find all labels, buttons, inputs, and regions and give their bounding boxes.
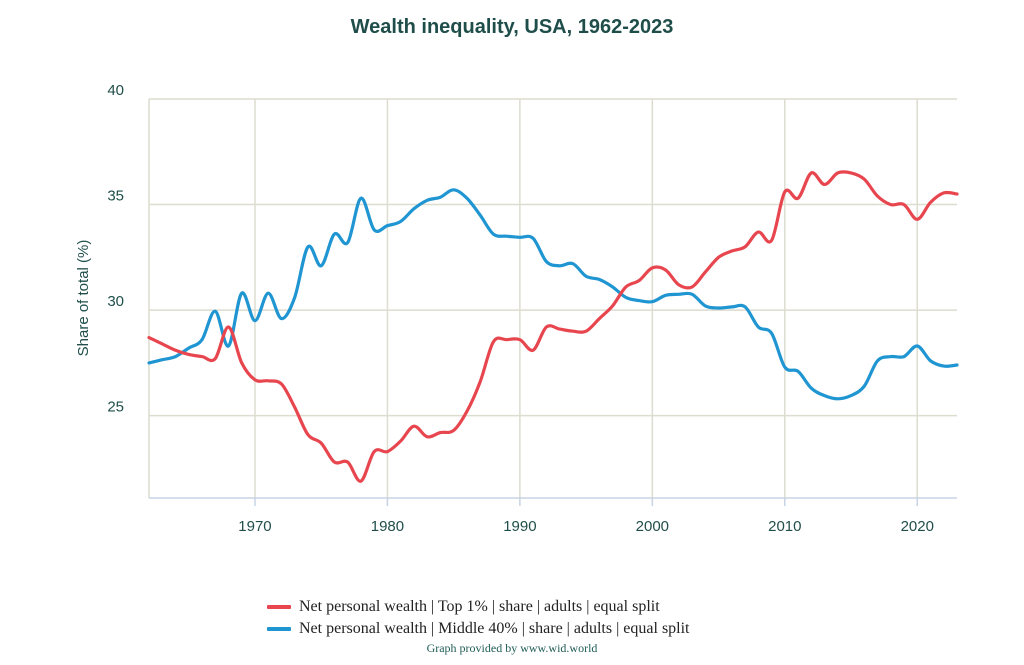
x-tick-label: 1980 — [371, 518, 404, 535]
y-tick-label: 25 — [107, 399, 124, 416]
x-axis-ticks: 1970 1980 1990 2000 2010 2020 — [238, 498, 934, 535]
x-tick-label: 2020 — [901, 518, 934, 535]
x-tick-label: 2010 — [768, 518, 801, 535]
chart-title: Wealth inequality, USA, 1962-2023 — [351, 16, 674, 38]
y-tick-label: 30 — [107, 293, 124, 310]
series-lines — [147, 170, 959, 483]
legend-item-top-1[interactable]: Net personal wealth | Top 1% | share | a… — [0, 596, 1024, 618]
credit-link[interactable]: Graph provided by www.wid.world — [426, 641, 598, 655]
series-line-middle-40[interactable] — [147, 188, 959, 401]
x-tick-label: 1990 — [503, 518, 536, 535]
x-tick-label: 2000 — [636, 518, 669, 535]
legend-label-middle-40: Net personal wealth | Middle 40% | share… — [299, 620, 690, 637]
legend-swatch-top-1 — [267, 605, 291, 609]
series-line-top-1[interactable] — [147, 170, 959, 483]
y-axis-label: Share of total (%) — [75, 240, 92, 357]
x-tick-label: 1970 — [238, 518, 271, 535]
y-axis-ticks: 25 30 35 40 — [107, 82, 124, 416]
chart: Wealth inequality, USA, 1962-2023 25 30 35… — [75, 16, 959, 535]
grid — [148, 98, 957, 499]
legend: Net personal wealth | Top 1% | share | a… — [0, 596, 1024, 656]
legend-item-middle-40[interactable]: Net personal wealth | Middle 40% | share… — [0, 618, 1024, 640]
legend-swatch-middle-40 — [267, 627, 291, 631]
y-tick-label: 40 — [107, 82, 124, 99]
y-tick-label: 35 — [107, 188, 124, 205]
legend-label-top-1: Net personal wealth | Top 1% | share | a… — [299, 598, 660, 615]
